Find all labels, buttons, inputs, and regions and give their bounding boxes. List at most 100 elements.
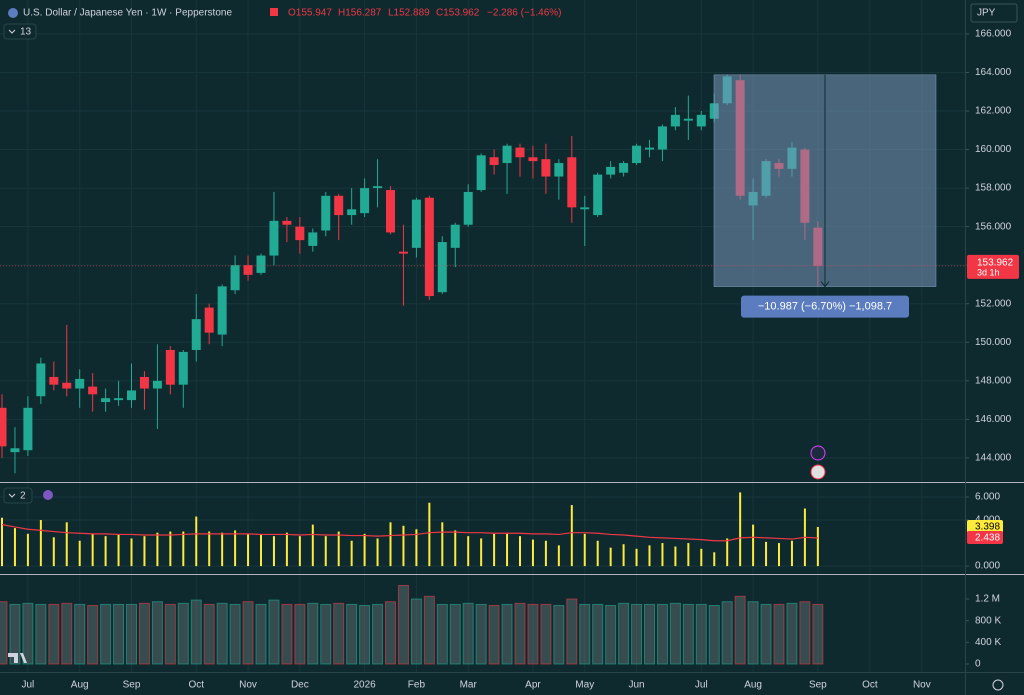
indicator-bar [221,532,224,567]
y-tick-label: 160.000 [975,144,1012,155]
currency-button[interactable] [970,3,1018,23]
bar-tag [967,519,1003,533]
indicator-bar [700,548,703,567]
measure-label-box [741,295,909,318]
volume-bar [423,595,435,665]
x-tick-label: May [575,680,594,691]
indicator-bar [91,533,94,567]
flag-icon[interactable] [810,464,826,480]
indicator-bar [765,541,768,567]
indicator-bar [350,540,353,567]
candle-body [295,226,305,241]
x-tick-label: Jul [22,680,35,691]
candle-body [75,378,85,389]
volume-bar [61,602,73,665]
y-tick-label: 800 K [975,615,1001,626]
candle-body [489,157,499,165]
indicator-bar [557,545,560,567]
bar-tag-value: 3.398 [975,522,1000,533]
volume-bar [87,605,99,665]
volume-bar [618,602,630,665]
volume-bar [527,603,539,665]
indicator-bar [130,538,133,567]
price-tag-value: 153.962 [977,258,1014,269]
candle-body [670,114,680,127]
indicator-bar [1,517,3,567]
volume-bar [372,603,384,665]
indicator-bar [713,552,716,567]
volume-bar [644,603,655,665]
volume-bar [0,601,8,665]
candle-body [127,390,136,401]
volume-bar [138,602,150,665]
volume-bar [812,603,824,665]
indicator-bar [65,522,68,567]
volume-bar [294,603,306,665]
indicator-bar [26,533,29,567]
indicator-bar [208,531,211,567]
high-label: H156.287 [338,8,382,19]
volume-bar [462,602,474,665]
event-icon[interactable] [810,445,826,461]
indicator-bar [324,536,327,567]
candle-body [269,220,279,256]
volume-bar [242,601,254,665]
candle-body [593,174,603,216]
chevron [8,29,16,34]
candle-body [334,195,344,216]
x-tick-label: Aug [744,680,762,691]
y-tick-label: 162.000 [975,106,1012,117]
indicator-bar [285,532,288,567]
close-label: C153.962 [436,8,480,19]
y-tick-label: 166.000 [975,29,1012,40]
candle-body [178,351,188,385]
indicator-bar [609,547,612,567]
change-label: −2.286 (−1.46%) [487,8,562,19]
candle-body [23,407,33,451]
volume-bar [190,599,202,665]
indicator-bar [169,531,172,567]
volume-bar [566,598,578,665]
symbol-icon [8,8,18,18]
indicator-bar [570,505,573,567]
y-tick-label: 6.000 [975,492,1000,503]
volume-bar [708,605,720,665]
volume-bar [229,603,241,665]
x-tick-label: Apr [525,680,541,691]
indicator-bar [376,538,379,567]
indicator-bar [544,540,547,567]
indicator-bar [531,539,534,567]
refresh-icon[interactable] [43,490,53,500]
volume-bar [410,598,422,665]
x-tick-label: Sep [809,680,827,691]
candle-body [386,190,395,233]
candle-body [191,319,201,350]
volume-bar [605,605,617,665]
volume-bar [35,603,47,665]
candle-body [424,197,434,297]
measure-arrow [820,281,830,288]
indicator-bar [739,492,742,567]
volume-bar [346,603,358,665]
volume-bar [307,602,319,665]
volume-bar [656,603,668,665]
volume-bar [74,603,86,665]
volume-bar [126,603,137,665]
y-tick-label: 0.000 [975,561,1000,572]
pane-toggle[interactable] [3,487,33,504]
indicator-bar [402,525,405,567]
candle-body [398,251,408,254]
candle-body [541,159,551,177]
candle-body [502,145,512,164]
indicator-toggle[interactable] [3,23,37,40]
y-tick-label: 164.000 [975,67,1012,78]
y-tick-label: 400 K [975,637,1001,648]
volume-bar [579,603,591,665]
settings-icon[interactable] [992,679,1004,691]
volume-bar [449,603,461,665]
volume-bar [669,602,681,665]
candle-body [308,232,318,246]
indicator-bar [519,536,521,567]
candle-body [554,163,564,177]
